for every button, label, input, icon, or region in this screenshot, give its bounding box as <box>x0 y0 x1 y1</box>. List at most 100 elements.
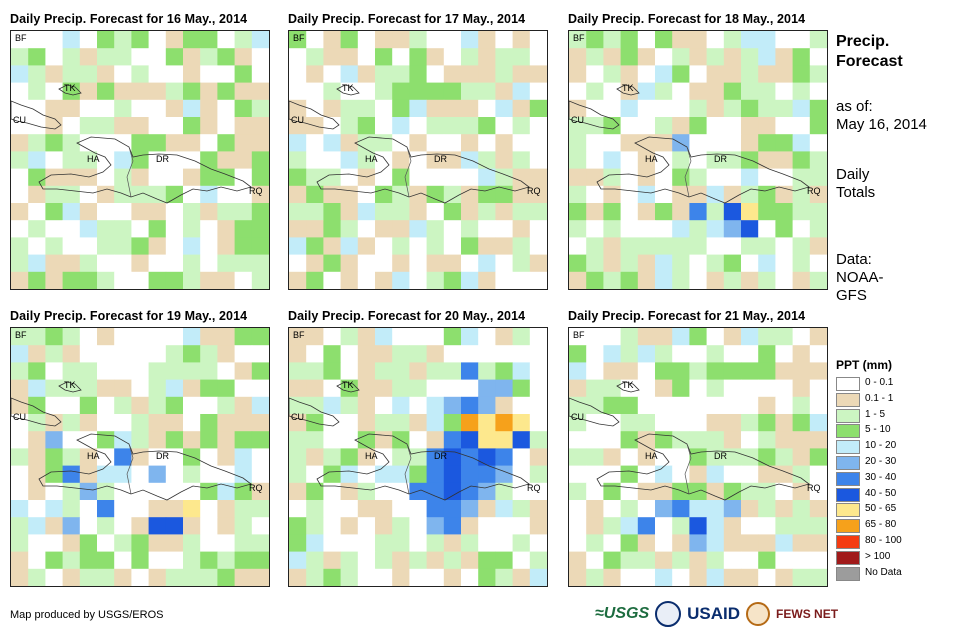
precip-cell <box>741 82 759 101</box>
precip-cell <box>529 431 547 449</box>
precip-cell <box>131 65 149 83</box>
precip-cell <box>586 534 604 552</box>
precip-cell <box>512 31 531 49</box>
precip-cell <box>426 379 445 398</box>
precip-cell <box>809 117 827 135</box>
precip-cell <box>28 168 46 187</box>
precip-cell <box>758 482 776 501</box>
precip-cell <box>495 396 513 415</box>
legend-swatch <box>836 550 860 565</box>
precip-cell <box>323 134 341 152</box>
precip-cell <box>426 271 445 289</box>
precip-cell <box>495 254 513 273</box>
precip-cell <box>62 414 81 432</box>
precip-cell <box>443 99 462 118</box>
precip-cell <box>792 396 811 415</box>
precip-cell <box>251 237 269 255</box>
precip-cell <box>45 465 63 484</box>
precip-cell <box>569 99 587 118</box>
precip-cell <box>809 328 827 346</box>
precip-cell <box>323 414 341 432</box>
precip-cell <box>251 31 269 49</box>
precip-cell <box>183 237 201 255</box>
precip-cell <box>409 362 427 380</box>
precip-cell <box>409 82 427 101</box>
precip-cell <box>289 271 307 289</box>
precip-cell <box>529 534 547 552</box>
precip-cell <box>357 500 376 518</box>
legend-label: 30 - 40 <box>865 471 897 483</box>
precip-cell <box>586 362 604 380</box>
precip-cell <box>45 534 63 552</box>
precip-cell <box>603 551 621 570</box>
precip-cell <box>443 203 462 221</box>
precip-cell <box>114 65 132 83</box>
precip-cell <box>200 99 218 118</box>
precip-cell <box>251 396 269 415</box>
precip-cell <box>340 431 359 449</box>
precip-cell <box>706 99 725 118</box>
precip-cell <box>620 203 639 221</box>
precip-cell <box>689 99 707 118</box>
precip-cell <box>478 431 496 449</box>
precip-cell <box>461 237 479 255</box>
usgs-logo: ≈USGS <box>595 605 650 622</box>
precip-cell <box>586 328 604 346</box>
precip-cell <box>569 500 587 518</box>
country-label: RQ <box>527 186 541 196</box>
precip-cell <box>461 99 479 118</box>
precip-cell <box>758 48 776 66</box>
precip-cell <box>62 534 81 552</box>
coastline <box>289 100 340 130</box>
precip-cell <box>706 465 725 484</box>
precip-cell <box>569 237 587 255</box>
precip-cell <box>251 500 269 518</box>
precip-cell <box>340 345 359 363</box>
precip-cell <box>45 237 63 255</box>
logo-strip: ≈USGS USAID FEWS NET <box>595 601 838 627</box>
precip-cell <box>672 220 690 238</box>
precip-cell <box>809 168 827 187</box>
precip-cell <box>183 396 201 415</box>
precip-cell <box>672 99 690 118</box>
precip-cell <box>45 271 63 289</box>
precip-cell <box>529 379 547 398</box>
precip-cell <box>706 185 725 204</box>
precip-cell <box>443 414 462 432</box>
precip-cell <box>529 151 547 169</box>
precip-cell <box>148 185 167 204</box>
precip-cell <box>375 396 393 415</box>
precip-cell <box>426 431 445 449</box>
precip-cell <box>131 568 149 586</box>
precip-cell <box>97 534 115 552</box>
precip-cell <box>28 220 46 238</box>
precip-cell <box>426 168 445 187</box>
precip-cell <box>792 345 811 363</box>
precip-cell <box>741 414 759 432</box>
precip-cell <box>512 82 531 101</box>
precip-cell <box>426 99 445 118</box>
precip-cell <box>495 168 513 187</box>
precip-cell <box>443 48 462 66</box>
coastline <box>38 433 252 501</box>
precip-cell <box>792 362 811 380</box>
precip-cell <box>809 414 827 432</box>
precip-cell <box>251 345 269 363</box>
precip-cell <box>183 414 201 432</box>
precip-cell <box>775 254 793 273</box>
precip-cell <box>62 134 81 152</box>
precip-cell <box>306 362 324 380</box>
precip-cell <box>775 168 793 187</box>
legend-label: 5 - 10 <box>865 424 891 436</box>
precip-cell <box>11 568 29 586</box>
precip-cell <box>655 82 673 101</box>
precip-cell <box>689 271 707 289</box>
precip-cell <box>620 185 639 204</box>
precip-cell <box>148 568 167 586</box>
precip-cell <box>97 31 115 49</box>
asof-date: May 16, 2014 <box>836 116 927 133</box>
precip-cell <box>357 465 376 484</box>
precip-cell <box>45 82 63 101</box>
precip-cell <box>323 237 341 255</box>
precip-cell <box>251 482 269 501</box>
